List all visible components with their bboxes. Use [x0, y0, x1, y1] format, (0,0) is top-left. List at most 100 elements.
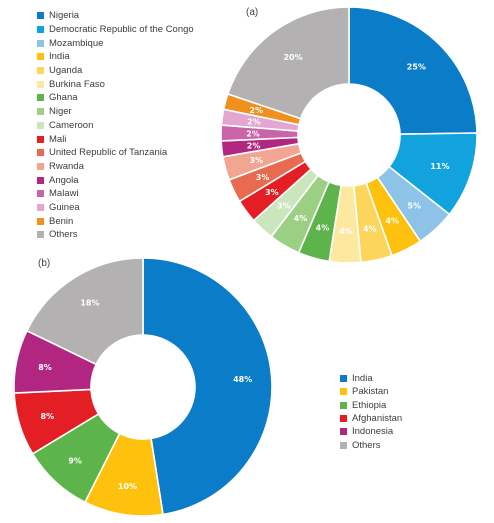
legend-swatch-a-6	[37, 94, 44, 102]
slice-a-0	[348, 6, 478, 136]
slice-label-a-13: 2%	[246, 130, 260, 139]
legend-label-b-3: Afghanistan	[352, 413, 403, 425]
legend-swatch-a-3	[37, 53, 44, 61]
legend-label-a-6: Ghana	[49, 92, 78, 104]
legend-item-a-10: United Republic of Tanzania	[37, 146, 194, 160]
legend-swatch-a-15	[37, 217, 44, 225]
legend-item-b-5: Others	[340, 438, 402, 451]
legend-swatch-a-14	[37, 203, 44, 211]
legend-item-a-12: Angola	[37, 173, 194, 187]
legend-item-b-0: India	[340, 372, 402, 385]
legend-swatch-b-2	[340, 401, 347, 409]
slice-label-a-12: 2%	[247, 141, 261, 150]
slice-label-b-2: 9%	[68, 456, 82, 465]
slice-label-a-16: 20%	[283, 53, 302, 62]
slice-a-16	[226, 6, 350, 120]
legend-item-a-14: Guinea	[37, 201, 194, 215]
legend-label-a-3: India	[49, 51, 70, 63]
slice-label-b-0: 48%	[233, 375, 252, 384]
legend-item-a-13: Malawi	[37, 187, 194, 201]
legend-item-a-15: Benin	[37, 214, 194, 228]
legend-item-a-3: India	[37, 50, 194, 64]
legend-swatch-b-0	[340, 375, 347, 383]
slice-label-a-10: 3%	[256, 173, 270, 182]
slice-label-a-11: 3%	[250, 156, 264, 165]
legend-label-a-9: Mali	[49, 133, 67, 145]
legend-swatch-b-4	[340, 428, 347, 436]
legend-item-b-2: Ethiopia	[340, 399, 402, 412]
legend-label-a-0: Nigeria	[49, 10, 80, 22]
panel-b-label: (b)	[38, 258, 51, 269]
legend-swatch-a-16	[37, 231, 44, 239]
legend-item-b-4: Indonesia	[340, 425, 402, 438]
panel-a-label: (a)	[246, 7, 259, 18]
legend-item-a-6: Ghana	[37, 91, 194, 105]
legend-item-a-9: Mali	[37, 132, 194, 146]
legend-swatch-a-7	[37, 108, 44, 116]
slice-label-b-1: 10%	[118, 482, 137, 491]
legend-item-a-0: Nigeria	[37, 9, 194, 23]
legend-swatch-a-1	[37, 26, 44, 34]
legend-label-b-1: Pakistan	[352, 386, 389, 398]
legend-label-a-7: Niger	[49, 106, 72, 118]
slice-label-a-9: 3%	[265, 188, 279, 197]
legend-swatch-b-5	[340, 441, 347, 449]
slice-label-a-1: 11%	[430, 162, 449, 171]
legend-swatch-a-8	[37, 121, 44, 129]
legend-swatch-b-1	[340, 388, 347, 396]
legend-label-a-1: Democratic Republic of the Congo	[49, 24, 194, 36]
legend-item-b-1: Pakistan	[340, 385, 402, 398]
slice-label-a-4: 4%	[363, 225, 377, 234]
slice-b-0	[142, 257, 273, 516]
slice-label-b-3: 8%	[41, 412, 55, 421]
slice-b-5	[25, 257, 144, 366]
legend-label-a-15: Benin	[49, 215, 74, 227]
legend-item-a-7: Niger	[37, 105, 194, 119]
donut-a-slices: 25%11%5%4%4%4%4%4%3%3%3%3%2%2%2%2%20%	[220, 6, 478, 264]
legend-item-a-16: Others	[37, 228, 194, 242]
slice-label-a-0: 25%	[407, 63, 426, 72]
legend-label-a-12: Angola	[49, 174, 79, 186]
legend-label-a-14: Guinea	[49, 201, 80, 213]
slice-label-a-15: 2%	[250, 106, 264, 115]
legend-item-b-3: Afghanistan	[340, 412, 402, 425]
legend-label-b-5: Others	[352, 439, 381, 451]
legend-label-a-4: Uganda	[49, 65, 83, 77]
slice-label-b-5: 18%	[80, 298, 99, 307]
legend-label-a-11: Rwanda	[49, 160, 84, 172]
legend-label-a-8: Cameroon	[49, 119, 94, 131]
slice-label-a-7: 4%	[294, 214, 308, 223]
legend-swatch-a-0	[37, 12, 44, 20]
legend-label-a-10: United Republic of Tanzania	[49, 147, 168, 159]
legend-a: Nigeria Democratic Republic of the Congo M…	[37, 9, 194, 242]
slice-label-a-3: 4%	[385, 217, 399, 226]
slice-label-a-5: 4%	[339, 227, 353, 236]
donut-b-slices: 48% 10% 9% 8% 8% 18%	[13, 257, 273, 517]
slice-label-a-2: 5%	[407, 201, 421, 210]
legend-item-a-1: Democratic Republic of the Congo	[37, 23, 194, 37]
legend-item-a-11: Rwanda	[37, 160, 194, 174]
legend-label-a-13: Malawi	[49, 188, 79, 200]
legend-item-a-4: Uganda	[37, 64, 194, 78]
legend-label-a-16: Others	[49, 229, 78, 241]
legend-swatch-a-10	[37, 149, 44, 157]
legend-swatch-a-5	[37, 80, 44, 88]
legend-item-a-5: Burkina Faso	[37, 77, 194, 91]
legend-swatch-a-4	[37, 67, 44, 75]
legend-item-a-8: Cameroon	[37, 119, 194, 133]
legend-swatch-a-12	[37, 176, 44, 184]
legend-label-a-2: Mozambique	[49, 37, 104, 49]
legend-swatch-a-11	[37, 162, 44, 170]
slice-label-b-4: 8%	[38, 363, 52, 372]
legend-swatch-a-2	[37, 39, 44, 47]
slice-label-a-14: 2%	[247, 118, 261, 127]
legend-item-a-2: Mozambique	[37, 36, 194, 50]
slice-label-a-8: 3%	[277, 201, 291, 210]
legend-b: India Pakistan Ethiopia Afghanistan Indonesi…	[340, 372, 402, 452]
legend-swatch-b-3	[340, 415, 347, 423]
legend-swatch-a-13	[37, 190, 44, 198]
legend-label-b-2: Ethiopia	[352, 399, 387, 411]
legend-label-b-0: India	[352, 373, 373, 385]
legend-label-b-4: Indonesia	[352, 426, 394, 438]
